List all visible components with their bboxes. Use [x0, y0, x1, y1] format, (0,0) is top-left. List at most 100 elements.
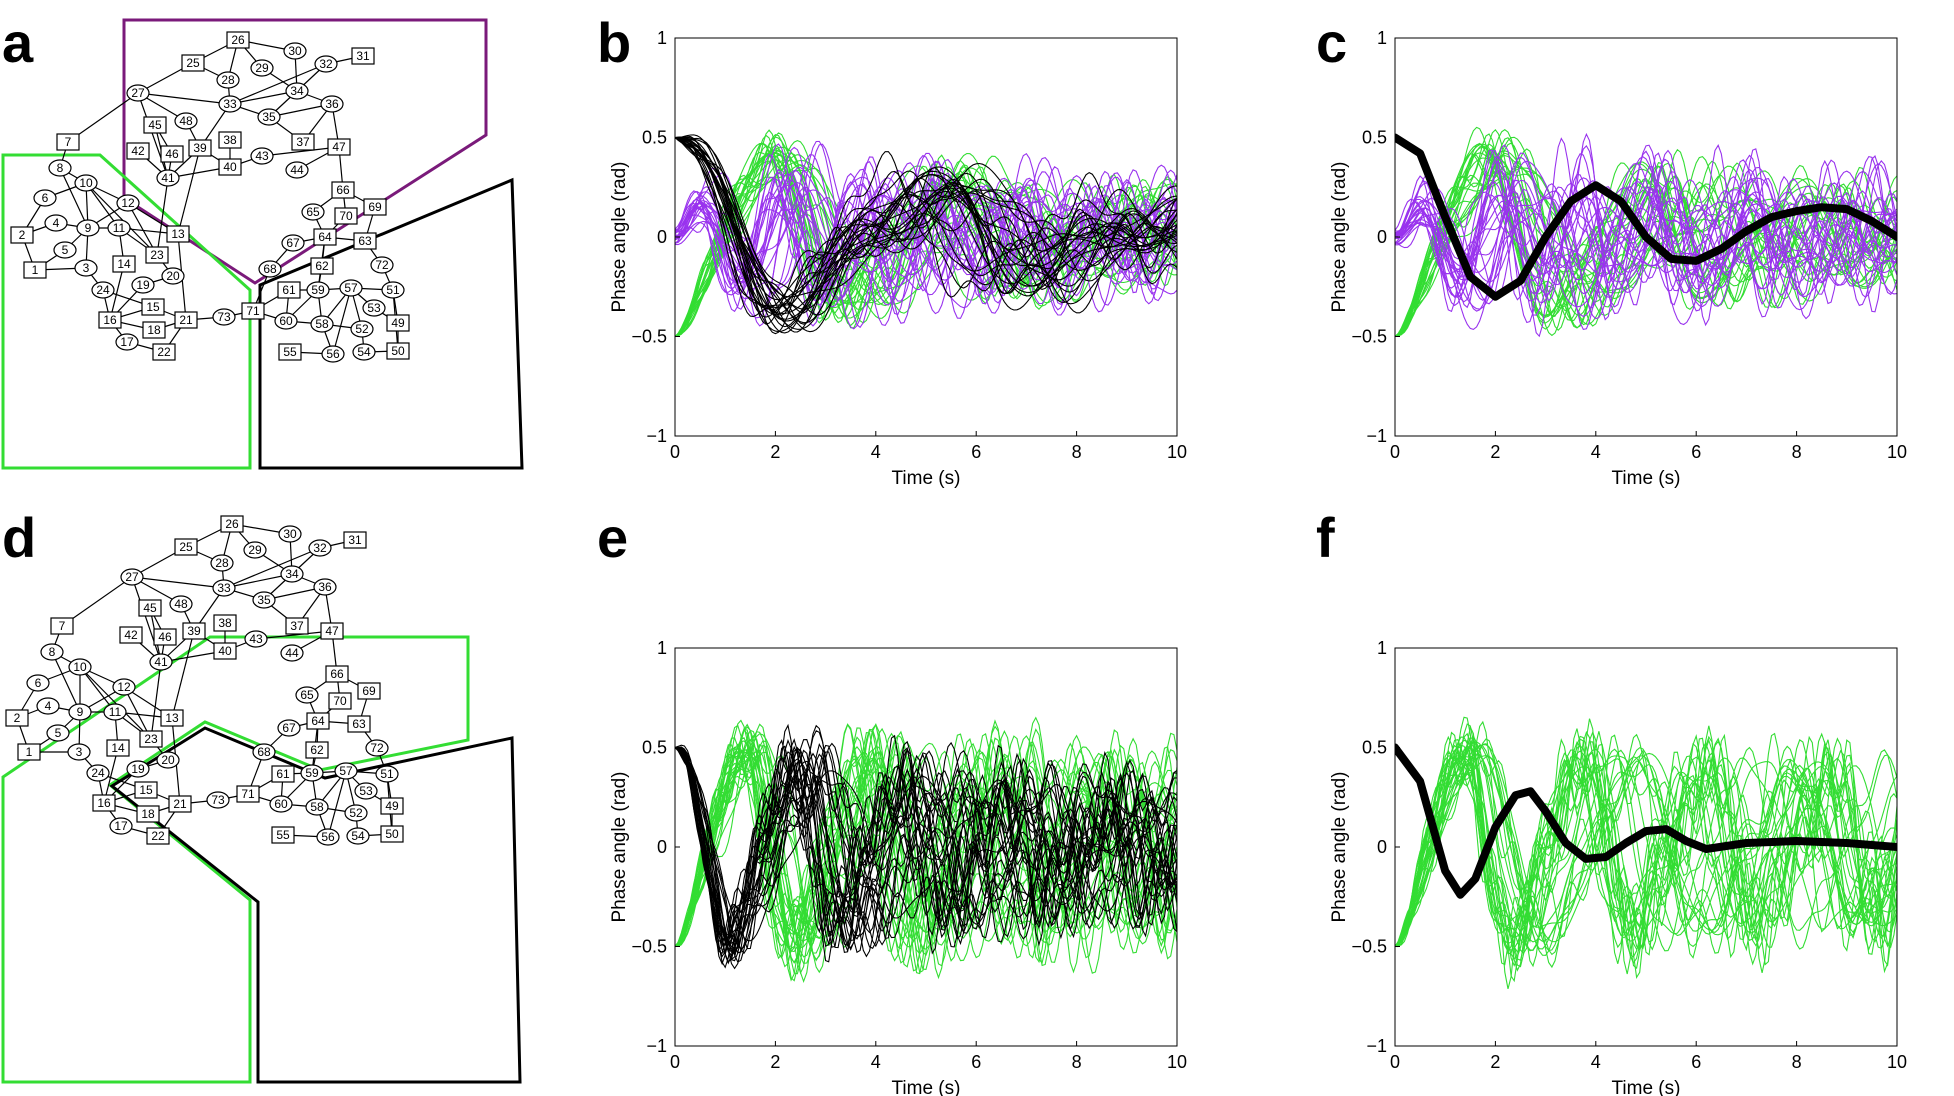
network-node-5: 5	[46, 724, 70, 742]
network-node-21: 21	[174, 311, 198, 329]
network-nodes: 1234567891011121314151617181920212223242…	[10, 31, 410, 363]
x-axis-label: Time (s)	[1612, 1078, 1681, 1096]
node-shape	[44, 214, 68, 232]
node-label: 52	[355, 322, 369, 336]
network-node-50: 50	[380, 825, 404, 843]
node-label: 18	[147, 323, 161, 337]
node-shape	[375, 765, 399, 783]
trace-group1	[1395, 143, 1897, 337]
node-label: 55	[283, 345, 297, 359]
node-label: 30	[288, 44, 302, 58]
node-shape	[212, 308, 236, 326]
trace-group3	[675, 136, 1177, 328]
node-label: 54	[357, 345, 371, 359]
node-shape	[68, 658, 92, 676]
node-label: 57	[344, 281, 358, 295]
network-node-23: 23	[145, 246, 169, 264]
node-shape	[46, 724, 70, 742]
node-label: 58	[310, 800, 324, 814]
trace-group3	[675, 747, 1177, 950]
x-tick-label: 10	[1887, 1052, 1907, 1072]
node-label: 24	[91, 766, 105, 780]
network-edge	[156, 177, 169, 256]
node-label: 20	[161, 753, 175, 767]
trace-group3	[675, 747, 1177, 970]
network-node-31: 31	[343, 531, 367, 549]
node-shape	[278, 343, 302, 361]
node-label: 18	[141, 807, 155, 821]
x-tick-label: 0	[670, 442, 680, 462]
node-shape	[236, 785, 260, 803]
y-axis-label: Phase angle (rad)	[1329, 161, 1350, 312]
trace-group1	[1395, 733, 1897, 969]
y-tick-label: −1	[1366, 1036, 1387, 1056]
network-node-70: 70	[328, 692, 352, 710]
node-shape	[188, 139, 212, 157]
trace-group1	[1395, 738, 1897, 972]
network-edge	[123, 686, 152, 740]
node-shape	[344, 804, 368, 822]
network-node-65: 65	[295, 686, 319, 704]
node-label: 42	[131, 144, 145, 158]
network-node-60: 60	[274, 312, 298, 330]
node-shape	[320, 95, 344, 113]
network-node-15: 15	[141, 298, 165, 316]
node-label: 71	[241, 787, 255, 801]
panel-label-c: c	[1316, 11, 1347, 74]
network-edge	[67, 92, 139, 143]
node-shape	[277, 281, 301, 299]
node-shape	[160, 145, 184, 163]
node-label: 69	[368, 200, 382, 214]
node-label: 49	[385, 799, 399, 813]
node-shape	[136, 805, 160, 823]
network-nodes: 1234567891011121314151617181920212223242…	[5, 515, 404, 846]
node-label: 15	[139, 783, 153, 797]
node-label: 50	[385, 827, 399, 841]
node-label: 9	[77, 705, 84, 719]
node-label: 43	[255, 149, 269, 163]
node-label: 19	[131, 762, 145, 776]
network-node-25: 25	[174, 538, 198, 556]
node-shape	[305, 798, 329, 816]
node-label: 43	[249, 632, 263, 646]
node-label: 35	[257, 593, 271, 607]
node-label: 41	[154, 655, 168, 669]
network-node-12: 12	[116, 194, 140, 212]
trace-group1	[1395, 720, 1897, 968]
network-node-55: 55	[271, 826, 295, 844]
network-node-1: 1	[17, 743, 41, 761]
node-label: 33	[223, 97, 237, 111]
node-label: 14	[117, 257, 131, 271]
network-node-41: 41	[156, 169, 180, 187]
network-node-49: 49	[386, 314, 410, 332]
network-node-2: 2	[5, 709, 29, 727]
node-shape	[53, 241, 77, 259]
network-node-73: 73	[206, 791, 230, 809]
node-shape	[106, 739, 130, 757]
network-edge	[59, 167, 89, 229]
node-label: 12	[117, 680, 131, 694]
node-label: 57	[339, 764, 353, 778]
network-node-33: 33	[218, 95, 242, 113]
node-label: 44	[285, 646, 299, 660]
network-node-10: 10	[68, 658, 92, 676]
network-node-13: 13	[166, 225, 190, 243]
node-label: 49	[391, 316, 405, 330]
node-shape	[334, 207, 358, 225]
node-label: 9	[85, 221, 92, 235]
trace-group1	[675, 753, 1177, 948]
network-node-41: 41	[149, 653, 173, 671]
node-shape	[182, 622, 206, 640]
chart-panel-e: 0 2 4 6 8 10 −1 −0.5 0 0.5 1 Time (s) Phase angle (r…	[609, 638, 1187, 1096]
network-edge	[103, 747, 119, 804]
node-label: 63	[352, 717, 366, 731]
network-node-43: 43	[244, 630, 268, 648]
trace-group1	[675, 733, 1177, 947]
network-node-40: 40	[213, 642, 237, 660]
network-node-67: 67	[281, 234, 305, 252]
node-shape	[241, 302, 265, 320]
node-shape	[362, 299, 386, 317]
network-edge	[131, 576, 225, 589]
node-shape	[281, 234, 305, 252]
node-shape	[252, 743, 276, 761]
